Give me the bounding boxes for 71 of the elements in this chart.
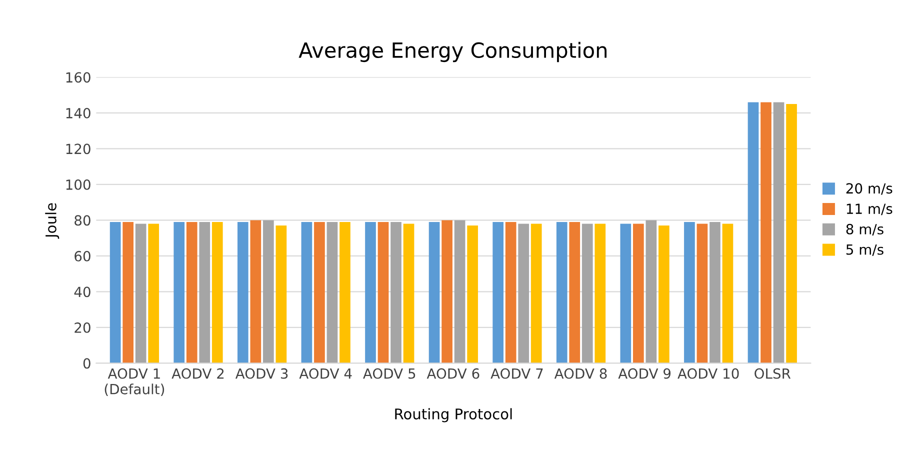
bar [696,224,708,364]
bar [530,224,542,364]
bar [212,222,223,364]
bar [646,220,657,364]
x-tick-label: AODV 2 [172,368,224,379]
y-axis-title: Joule [45,203,60,239]
bar [454,220,466,364]
bar [773,102,784,364]
y-tick-label: 100 [66,179,90,190]
y-tick-label: 40 [74,286,90,298]
bar [594,224,606,364]
bar [505,222,516,364]
bar [786,104,797,364]
bar [722,224,734,364]
bar [760,102,772,364]
x-tick-label: AODV 6 [426,368,480,379]
x-tick-label: AODV 10 [678,368,739,379]
chart-title: Average Energy Consumption [298,42,607,62]
bar [632,224,644,364]
bar [378,222,389,364]
bar [492,222,504,364]
bar [250,220,262,364]
bar [518,224,530,364]
x-tick-label: AODV 4 [299,368,352,379]
bar [390,222,402,364]
bar [365,222,376,364]
bar [442,220,452,364]
y-tick-label: 60 [74,250,90,262]
y-tick-label: 80 [74,215,90,226]
bar [748,102,759,364]
x-tick-label: OLSR [754,368,791,379]
bar [135,224,146,364]
bar [314,222,325,364]
bar [122,222,134,364]
legend-label: 8 m/s [846,224,884,236]
bar [326,222,338,364]
y-tick-label: 0 [83,358,90,369]
bar [263,220,274,364]
bar [569,222,580,364]
legend-label: 11 m/s [846,204,892,216]
bar [340,222,350,364]
legend-label: 20 m/s [846,183,892,195]
y-tick-label: 140 [66,108,90,118]
bar [684,222,695,364]
x-tick-label: AODV 8 [554,368,607,379]
x-tick-label: AODV 3 [235,368,288,379]
x-tick-label: AODV 5 [363,368,416,379]
bar [237,222,248,364]
bar [556,222,568,364]
bar [199,222,210,364]
bar [110,222,121,364]
bar [428,222,440,364]
bar [186,222,198,364]
bar [582,224,593,364]
y-tick-label: 20 [74,322,90,333]
bar [620,224,632,364]
bar [301,222,312,364]
bar [658,226,670,364]
bar [710,222,720,364]
bar [467,226,478,364]
bar [148,224,160,364]
x-tick-label: AODV 1 (Default) [104,368,164,396]
bar [276,226,287,364]
x-tick-label: AODV 9 [618,368,671,379]
y-tick-label: 160 [66,72,90,83]
x-tick-label: AODV 7 [490,368,543,379]
y-tick-label: 120 [66,144,90,154]
bar [174,222,185,364]
x-axis-title: Routing Protocol [395,408,512,422]
legend-label: 5 m/s [846,244,884,256]
bar [403,224,414,364]
